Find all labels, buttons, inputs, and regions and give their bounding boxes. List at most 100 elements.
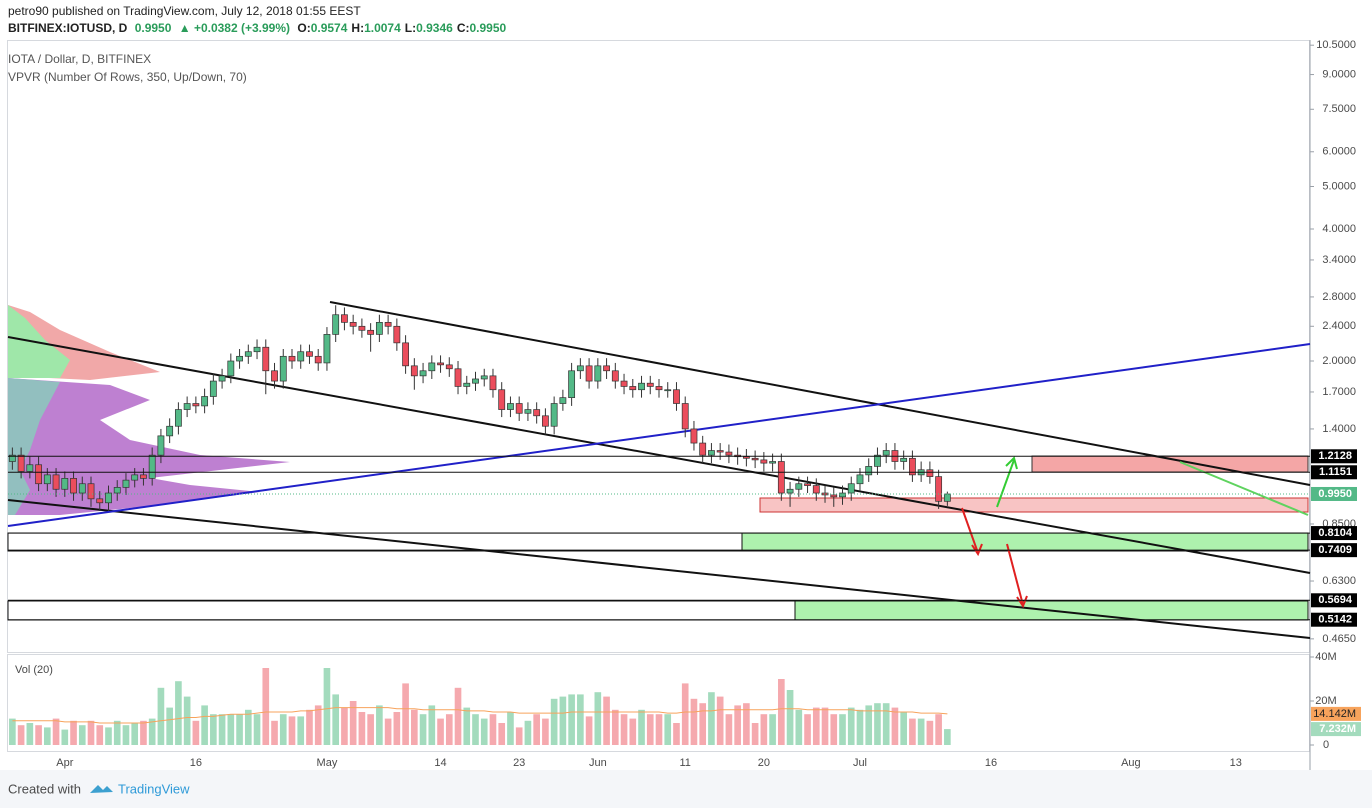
volume-bar	[253, 714, 261, 745]
main-pane	[7, 40, 1310, 653]
candle-body	[550, 403, 558, 427]
volume-label: 7.232M	[1319, 723, 1356, 735]
volume-bar	[358, 712, 366, 745]
volume-bar	[140, 720, 147, 745]
level-label: 0.8104	[1318, 527, 1353, 539]
candle-body	[402, 342, 409, 367]
volume-bar	[341, 707, 348, 745]
volume-bar	[17, 725, 25, 745]
candle-body	[314, 355, 322, 364]
volume-bar	[288, 716, 296, 745]
candle-body	[673, 389, 680, 404]
x-tick-label: 16	[190, 757, 202, 769]
volume-bar	[244, 709, 252, 745]
candle-body	[498, 389, 506, 410]
volume-tick-label: 20M	[1315, 695, 1336, 707]
candle-body	[874, 454, 881, 467]
level-label-bg	[1311, 526, 1357, 541]
volume-bar	[52, 718, 60, 745]
candle-body	[227, 360, 235, 377]
candle-body	[332, 314, 340, 335]
candle-body	[367, 329, 375, 335]
candle-body	[594, 365, 602, 382]
volume-bar	[882, 703, 890, 745]
y-tick-label: 2.4000	[1322, 320, 1356, 332]
candle-body	[122, 479, 130, 488]
candle-body	[472, 378, 479, 384]
volume-tick-label: 0	[1323, 739, 1329, 751]
volume-bar	[751, 723, 759, 745]
candle-body	[8, 454, 16, 462]
volume-bar	[524, 720, 532, 745]
x-tick-label: 11	[680, 757, 691, 769]
y-tick-label: 5.0000	[1322, 180, 1356, 192]
candle-body	[830, 494, 838, 498]
volume-bar	[201, 705, 208, 745]
volume-bar	[210, 714, 217, 745]
volume-bar	[830, 714, 838, 745]
candle-body	[559, 397, 567, 404]
candle-body	[410, 365, 418, 377]
volume-title: Vol (20)	[15, 664, 53, 676]
last-price-bg	[1311, 486, 1357, 501]
candle-body	[26, 464, 34, 472]
volume-bar	[44, 727, 51, 745]
y-tick-label: 7.5000	[1322, 103, 1356, 115]
candle-body	[943, 493, 951, 502]
volume-bar	[655, 714, 663, 745]
volume-ma	[12, 707, 948, 724]
volume-bar	[87, 720, 95, 745]
volume-bar	[734, 705, 741, 745]
volume-bar	[690, 698, 698, 745]
candle-body	[576, 365, 584, 372]
volume-bar	[743, 703, 750, 745]
candle-body	[35, 464, 42, 485]
candle-body	[52, 474, 60, 490]
candle-body	[218, 375, 226, 382]
x-tick-label: 20	[758, 757, 770, 769]
ohlc-key: C:	[456, 21, 470, 35]
candle-body	[306, 351, 313, 357]
y-tick-label: 3.4000	[1322, 254, 1356, 266]
volume-bar	[367, 714, 374, 745]
candle-body	[541, 415, 549, 427]
legend-main: IOTA / Dollar, D, BITFINEX	[8, 52, 152, 66]
candle-body	[183, 403, 191, 410]
volume-bar	[175, 681, 182, 745]
volume-label-bg	[1311, 722, 1361, 737]
volume-bar	[411, 709, 418, 745]
candle-body	[900, 457, 908, 462]
candle-body	[507, 403, 514, 410]
volume-bar	[909, 718, 916, 745]
x-tick-label: 13	[1230, 757, 1242, 769]
change: ▲ +0.0382 (+3.99%)	[178, 21, 291, 35]
y-tick-label: 2.0000	[1322, 355, 1356, 367]
candle-body	[201, 396, 209, 407]
volume-bar	[131, 723, 139, 745]
volume-bar	[795, 709, 803, 745]
volume-bar	[454, 687, 462, 745]
volume-bar	[646, 714, 654, 745]
level-label: 0.5142	[1318, 614, 1352, 626]
candle-body	[262, 346, 270, 372]
candle-body	[568, 370, 576, 398]
volume-bar	[183, 696, 191, 745]
volume-bar	[812, 707, 820, 745]
ma-label: 14.142M	[1313, 708, 1356, 720]
volume-bar	[515, 727, 523, 745]
candle-body	[131, 474, 139, 481]
x-tick-label: Jun	[589, 757, 607, 769]
candle-body	[786, 488, 794, 494]
candle-body	[777, 461, 785, 494]
candle-body	[480, 375, 488, 380]
level-label: 1.1151	[1319, 466, 1352, 478]
candle-body	[795, 483, 803, 490]
level-label-bg	[1311, 612, 1357, 627]
level-label: 0.7409	[1318, 544, 1352, 556]
volume-bar	[498, 723, 506, 745]
candle-body	[716, 450, 724, 453]
volume-bar	[786, 690, 794, 745]
ohlc-value: 1.0074	[364, 21, 401, 35]
candle-body	[174, 409, 182, 427]
candle-body	[725, 451, 733, 456]
